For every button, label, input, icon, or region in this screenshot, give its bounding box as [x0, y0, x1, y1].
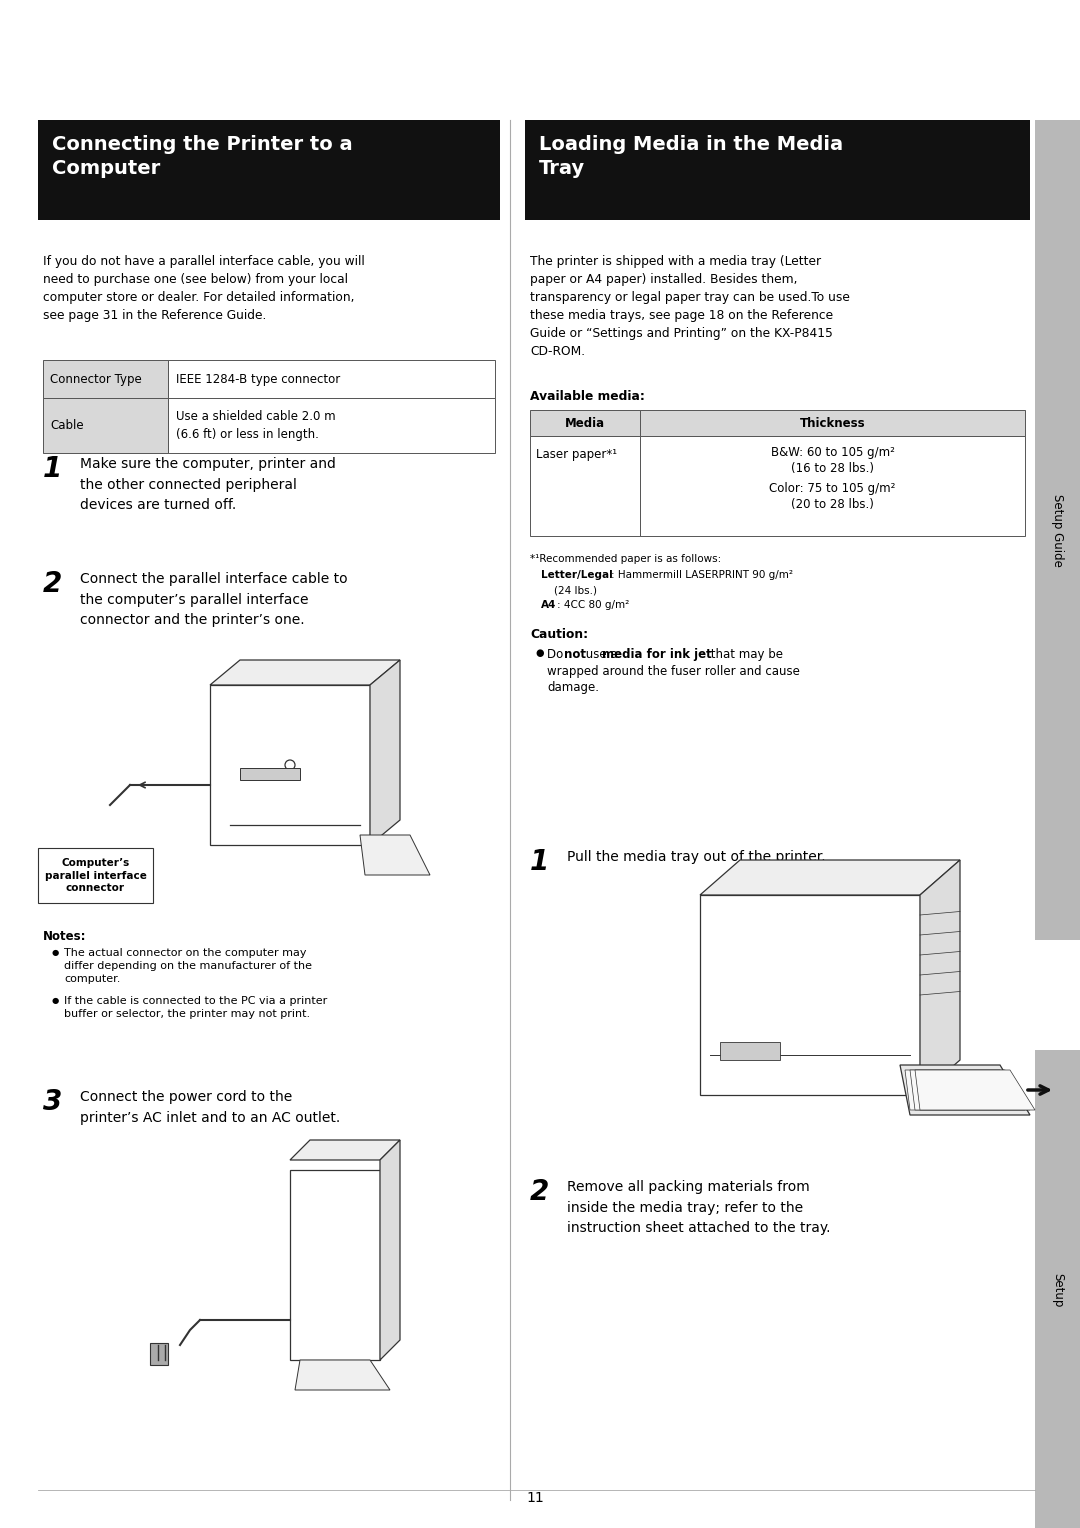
Text: 3: 3 — [43, 1088, 63, 1115]
Text: Thickness: Thickness — [799, 417, 865, 429]
Text: (24 lbs.): (24 lbs.) — [541, 585, 597, 594]
Text: B&W: 60 to 105 g/m²: B&W: 60 to 105 g/m² — [770, 446, 894, 458]
Text: Laser paper*¹: Laser paper*¹ — [536, 448, 617, 461]
Polygon shape — [700, 860, 960, 895]
Text: Media: Media — [565, 417, 605, 429]
Text: Letter/Legal: Letter/Legal — [541, 570, 612, 581]
Text: Caution:: Caution: — [530, 628, 589, 642]
Bar — [168, 361, 495, 397]
Text: The actual connector on the computer may
differ depending on the manufacturer of: The actual connector on the computer may… — [64, 947, 312, 984]
Text: Do: Do — [546, 648, 567, 662]
Text: not: not — [564, 648, 586, 662]
Text: Connecting the Printer to a
Computer: Connecting the Printer to a Computer — [52, 134, 353, 179]
Bar — [640, 435, 1025, 536]
Polygon shape — [210, 660, 400, 685]
Bar — [530, 435, 640, 536]
Text: Setup Guide: Setup Guide — [1051, 494, 1064, 567]
Text: Connect the power cord to the
printer’s AC inlet and to an AC outlet.: Connect the power cord to the printer’s … — [80, 1089, 340, 1125]
Bar — [168, 397, 495, 452]
Text: ●: ● — [52, 947, 59, 957]
Bar — [640, 410, 1025, 435]
Polygon shape — [905, 1070, 1025, 1109]
Bar — [720, 1042, 780, 1060]
Polygon shape — [900, 1065, 1030, 1115]
Polygon shape — [291, 1140, 400, 1160]
Text: Computer’s
parallel interface
connector: Computer’s parallel interface connector — [44, 859, 147, 892]
Text: 2: 2 — [43, 570, 63, 597]
Polygon shape — [915, 1070, 1035, 1109]
Polygon shape — [380, 1140, 400, 1360]
Text: media for ink jet: media for ink jet — [602, 648, 712, 662]
Text: 2: 2 — [530, 1178, 550, 1206]
Bar — [150, 1343, 168, 1365]
Bar — [240, 769, 300, 779]
Text: Loading Media in the Media
Tray: Loading Media in the Media Tray — [539, 134, 843, 179]
Text: 1: 1 — [43, 455, 63, 483]
Polygon shape — [370, 660, 400, 845]
Text: Pull the media tray out of the printer.: Pull the media tray out of the printer. — [567, 850, 825, 863]
Text: ●: ● — [52, 996, 59, 1005]
Text: Available media:: Available media: — [530, 390, 645, 403]
Polygon shape — [910, 1070, 1030, 1109]
Text: (16 to 28 lbs.): (16 to 28 lbs.) — [791, 461, 874, 475]
Bar — [291, 1170, 380, 1360]
Text: : 4CC 80 g/m²: : 4CC 80 g/m² — [557, 601, 630, 610]
Polygon shape — [295, 1360, 390, 1390]
Text: Connector Type: Connector Type — [50, 373, 141, 385]
Text: that may be: that may be — [707, 648, 783, 662]
Bar — [530, 410, 640, 435]
Text: Setup: Setup — [1051, 1273, 1064, 1306]
Text: ●: ● — [535, 648, 543, 659]
Text: A4: A4 — [541, 601, 556, 610]
Text: If you do not have a parallel interface cable, you will
need to purchase one (se: If you do not have a parallel interface … — [43, 255, 365, 322]
Text: 1: 1 — [530, 848, 550, 876]
Bar — [43, 397, 168, 452]
Text: : Hammermill LASERPRINT 90 g/m²: : Hammermill LASERPRINT 90 g/m² — [611, 570, 793, 581]
Bar — [1035, 121, 1080, 940]
Text: Remove all packing materials from
inside the media tray; refer to the
instructio: Remove all packing materials from inside… — [567, 1180, 831, 1235]
Text: 11: 11 — [526, 1491, 544, 1505]
Text: damage.: damage. — [546, 681, 599, 694]
Text: IEEE 1284-B type connector: IEEE 1284-B type connector — [176, 373, 340, 385]
Polygon shape — [920, 860, 960, 1096]
Text: If the cable is connected to the PC via a printer
buffer or selector, the printe: If the cable is connected to the PC via … — [64, 996, 327, 1019]
Bar — [38, 848, 153, 903]
Bar — [700, 895, 920, 1096]
Text: Color: 75 to 105 g/m²: Color: 75 to 105 g/m² — [769, 481, 895, 495]
Text: use a: use a — [582, 648, 621, 662]
Bar — [1035, 1050, 1080, 1528]
Text: wrapped around the fuser roller and cause: wrapped around the fuser roller and caus… — [546, 665, 800, 678]
Bar — [43, 361, 168, 397]
Bar — [525, 121, 1030, 220]
Text: (20 to 28 lbs.): (20 to 28 lbs.) — [791, 498, 874, 510]
Bar — [210, 685, 370, 845]
Text: Notes:: Notes: — [43, 931, 86, 943]
Text: The printer is shipped with a media tray (Letter
paper or A4 paper) installed. B: The printer is shipped with a media tray… — [530, 255, 850, 358]
Text: Connect the parallel interface cable to
the computer’s parallel interface
connec: Connect the parallel interface cable to … — [80, 571, 348, 626]
Polygon shape — [360, 834, 430, 876]
Text: Cable: Cable — [50, 419, 83, 432]
Text: Use a shielded cable 2.0 m
(6.6 ft) or less in length.: Use a shielded cable 2.0 m (6.6 ft) or l… — [176, 410, 336, 442]
Text: *¹Recommended paper is as follows:: *¹Recommended paper is as follows: — [530, 555, 721, 564]
Text: Make sure the computer, printer and
the other connected peripheral
devices are t: Make sure the computer, printer and the … — [80, 457, 336, 512]
Bar — [38, 121, 500, 220]
